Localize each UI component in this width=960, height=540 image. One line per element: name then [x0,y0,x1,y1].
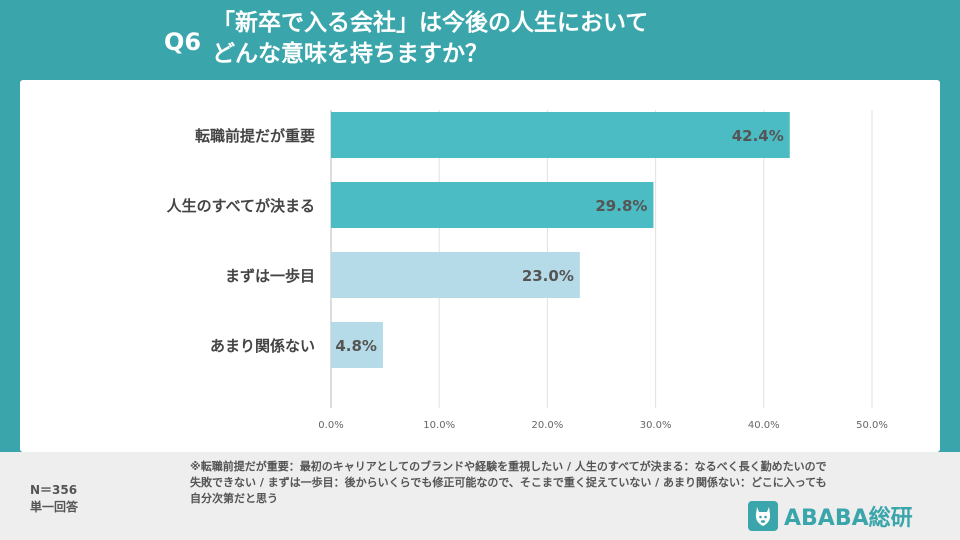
question-title-line2: どんな意味を持ちますか？ [212,41,488,67]
value-label: 4.8% [335,337,377,355]
chart-card: 0.0% 10.0% 20.0% 30.0% 40.0% 50.0% 転職前提だが重要 42.… [20,80,940,452]
logo: ABABA総研 [748,498,913,534]
footnote: ※転職前提だが重要：最初のキャリアとしてのブランドや経験を重視したい / 人生の… [190,460,827,505]
bar [331,112,790,158]
category-label: 人生のすべてが決まる [167,197,315,215]
x-tick-label: 0.0% [318,420,343,431]
footer: N＝356 単一回答 ※転職前提だが重要：最初のキャリアとしてのブランドや経験を… [0,452,960,540]
x-tick-label: 30.0% [640,420,672,431]
x-tick-label: 50.0% [856,420,888,431]
header: Q6 「新卒で入る会社」は今後の人生において どんな意味を持ちますか？ [0,0,960,78]
x-tick-label: 20.0% [532,420,564,431]
category-label: 転職前提だが重要 [195,127,315,145]
question-title-line1: 「新卒で入る会社」は今後の人生において [212,10,649,36]
value-label: 42.4% [732,127,784,145]
x-tick-label: 10.0% [423,420,455,431]
x-tick-label: 40.0% [748,420,780,431]
alpaca-icon [748,501,778,531]
value-label: 29.8% [595,197,647,215]
sample-size: N＝356 [30,483,78,497]
bar [331,252,580,298]
logo-text: ABABA総研 [784,506,913,531]
bar-chart: 0.0% 10.0% 20.0% 30.0% 40.0% 50.0% 転職前提だが重要 42.… [167,110,888,431]
sample-info: N＝356 単一回答 [30,482,78,516]
question-number: Q6 [164,28,202,56]
question-title: 「新卒で入る会社」は今後の人生において どんな意味を持ちますか？ [212,8,648,70]
value-label: 23.0% [522,267,574,285]
answer-type: 単一回答 [30,500,79,514]
category-label: まずは一歩目 [225,267,315,285]
bar [331,322,383,368]
category-label: あまり関係ない [210,337,315,355]
bar [331,182,654,228]
